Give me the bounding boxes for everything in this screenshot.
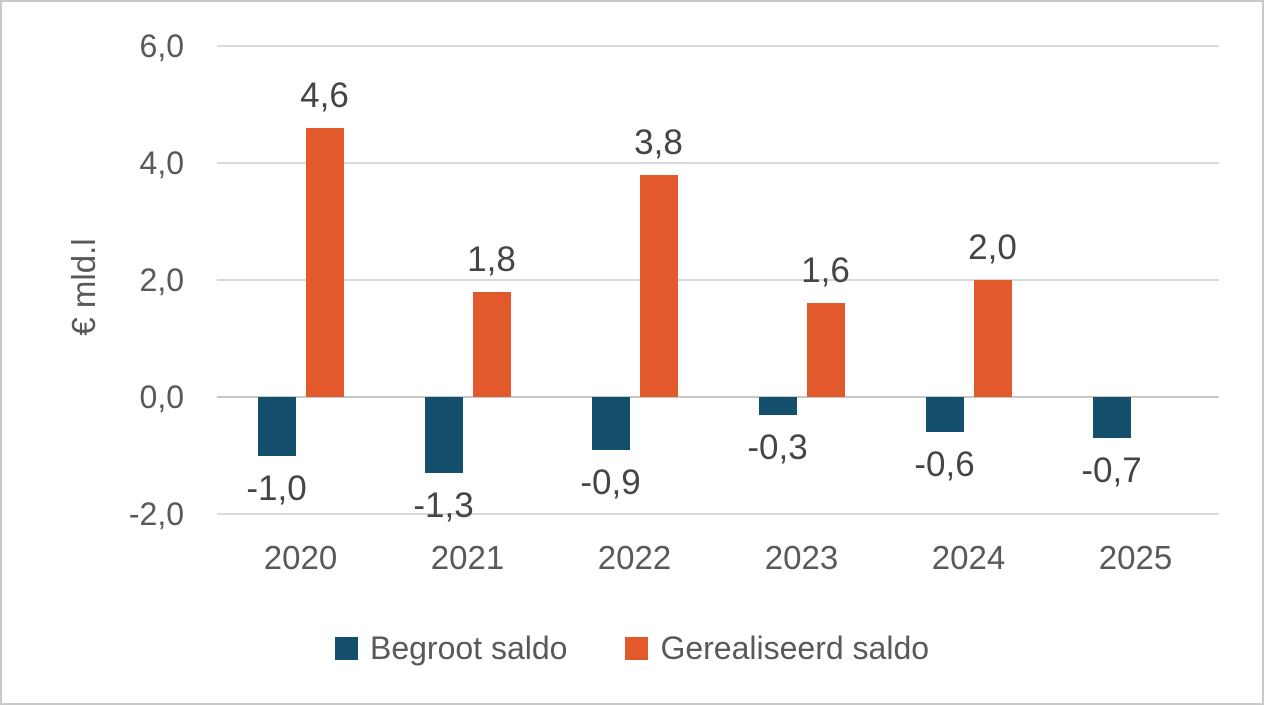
bar-begroot-2023 — [758, 397, 797, 415]
bar-gerealiseerd-2024 — [973, 280, 1012, 397]
data-label: -0,7 — [1081, 450, 1142, 490]
bar-gerealiseerd-2022 — [639, 174, 678, 397]
bar-begroot-2025 — [1092, 397, 1131, 438]
y-gridline — [217, 162, 1219, 164]
y-tick-label: -2,0 — [128, 496, 184, 532]
y-tick-label: 4,0 — [139, 145, 184, 181]
data-label: 3,8 — [634, 122, 683, 162]
y-tick-label: 6,0 — [139, 28, 184, 64]
data-label: -1,3 — [413, 486, 474, 526]
bar-gerealiseerd-2020 — [305, 127, 344, 397]
x-tick-label-2025: 2025 — [1098, 539, 1173, 576]
bar-gerealiseerd-2021 — [472, 291, 511, 397]
x-tick-label-2024: 2024 — [931, 539, 1006, 576]
y-tick-label: 2,0 — [139, 262, 184, 298]
legend-item: Gerealiseerd saldo — [625, 628, 929, 668]
y-gridline — [217, 513, 1219, 515]
x-tick-label-2021: 2021 — [430, 539, 505, 576]
data-label: -1,0 — [246, 468, 307, 508]
y-gridline — [217, 45, 1219, 47]
legend: Begroot saldo Gerealiseerd saldo — [2, 628, 1262, 668]
data-label: 4,6 — [300, 75, 349, 115]
bar-begroot-2021 — [424, 397, 463, 474]
data-label: -0,9 — [580, 462, 641, 502]
data-label: -0,6 — [914, 445, 975, 485]
legend-item: Begroot saldo — [334, 628, 568, 668]
y-tick-label: 0,0 — [139, 379, 184, 415]
legend-swatch-icon — [625, 636, 649, 660]
x-tick-label-2023: 2023 — [764, 539, 839, 576]
legend-label: Begroot saldo — [369, 630, 568, 666]
x-axis-line — [217, 396, 1219, 398]
x-tick-label-2020: 2020 — [263, 539, 338, 576]
legend-swatch-icon — [334, 636, 358, 660]
data-label: 1,8 — [467, 239, 516, 279]
legend-label: Gerealiseerd saldo — [660, 630, 930, 666]
data-label: -0,3 — [747, 427, 808, 467]
bar-begroot-2022 — [591, 397, 630, 450]
x-tick-label-2022: 2022 — [597, 539, 672, 576]
bar-gerealiseerd-2023 — [806, 303, 845, 397]
data-label: 2,0 — [968, 228, 1017, 267]
data-label: 1,6 — [801, 251, 850, 291]
bar-begroot-2024 — [925, 397, 964, 433]
bar-begroot-2020 — [257, 397, 296, 456]
y-gridline — [217, 279, 1219, 281]
